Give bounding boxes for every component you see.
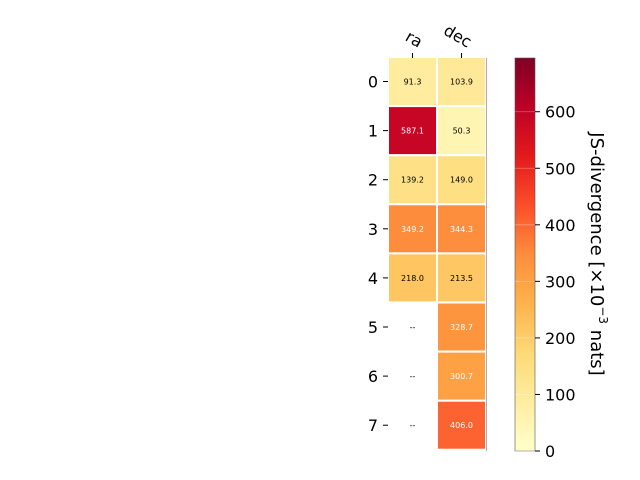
heatmap-cell-label: 344.3 [450, 225, 473, 234]
row-tick-label: 6 [368, 367, 378, 386]
heatmap-cell-label: 91.3 [404, 78, 422, 87]
colorbar-label-main: JS-divergence [×10 [586, 131, 607, 306]
heatmap-cell-label: 50.3 [453, 127, 471, 136]
row-tick-label: 2 [368, 171, 378, 190]
row-tick-label: 3 [368, 220, 378, 239]
colorbar-tick-label: 100 [545, 385, 576, 404]
heatmap-cell-label: 103.9 [450, 78, 473, 87]
row-tick-label: 0 [368, 73, 378, 92]
colorbar: 0 100 200 300 400 500 600 JS-divergence [×10−3… [514, 57, 610, 461]
colorbar-label-unit: nats] [586, 324, 607, 376]
row-tick-label: 5 [368, 318, 378, 337]
colorbar-tick-label: 400 [545, 216, 576, 235]
heatmap-cell [389, 205, 436, 253]
heatmap-cell-label: 328.7 [450, 323, 473, 332]
column-tick-label: dec [441, 21, 475, 52]
colorbar-tick-label: 0 [545, 442, 555, 461]
heatmap-cell-label: 587.1 [401, 127, 424, 136]
colorbar-label: JS-divergence [×10−3 nats] [586, 131, 610, 375]
colorbar-tick-label: 600 [545, 103, 576, 122]
colorbar-ticks: 0 100 200 300 400 500 600 [515, 103, 576, 461]
heatmap-cell-label: -- [410, 323, 416, 332]
heatmap-cell-label: -- [410, 421, 416, 430]
colorbar-tick-label: 300 [545, 272, 576, 291]
heatmap-cells: 91.3 103.9 587.1 50.3 139.2 149.0 349.2 344.3 21… [389, 58, 485, 449]
heatmap-cell [438, 401, 485, 449]
heatmap-cell [389, 254, 436, 302]
row-tick-label: 7 [368, 416, 378, 435]
heatmap-cell [438, 254, 485, 302]
heatmap-cell-label: 406.0 [450, 421, 473, 430]
heatmap-cell-label: -- [410, 372, 416, 381]
heatmap-cell [438, 352, 485, 400]
heatmap-axes: 0 1 2 3 4 5 6 7 ra dec [368, 21, 487, 451]
heatmap-cell [389, 58, 436, 105]
heatmap-cell [438, 58, 485, 105]
column-tick-label: ra [402, 27, 426, 52]
heatmap-cell [438, 107, 485, 155]
row-tick-label: 4 [368, 269, 378, 288]
heatmap-cell [438, 303, 485, 351]
heatmap-cell [389, 156, 436, 204]
heatmap-cell [438, 156, 485, 204]
heatmap-cell [389, 107, 436, 155]
row-tick-label: 1 [368, 122, 378, 141]
heatmap-cell-label: 300.7 [450, 372, 473, 381]
heatmap-cell [438, 205, 485, 253]
heatmap-cell-label: 139.2 [401, 176, 424, 185]
heatmap-cell-label: 349.2 [401, 225, 424, 234]
colorbar-label-exponent: −3 [596, 306, 610, 324]
colorbar-gradient [514, 57, 536, 452]
colorbar-tick-label: 500 [545, 159, 576, 178]
heatmap-cell-label: 149.0 [450, 176, 473, 185]
heatmap-cell-label: 213.5 [450, 274, 473, 283]
heatmap-cell-label: 218.0 [401, 274, 424, 283]
colorbar-tick-label: 200 [545, 329, 576, 348]
